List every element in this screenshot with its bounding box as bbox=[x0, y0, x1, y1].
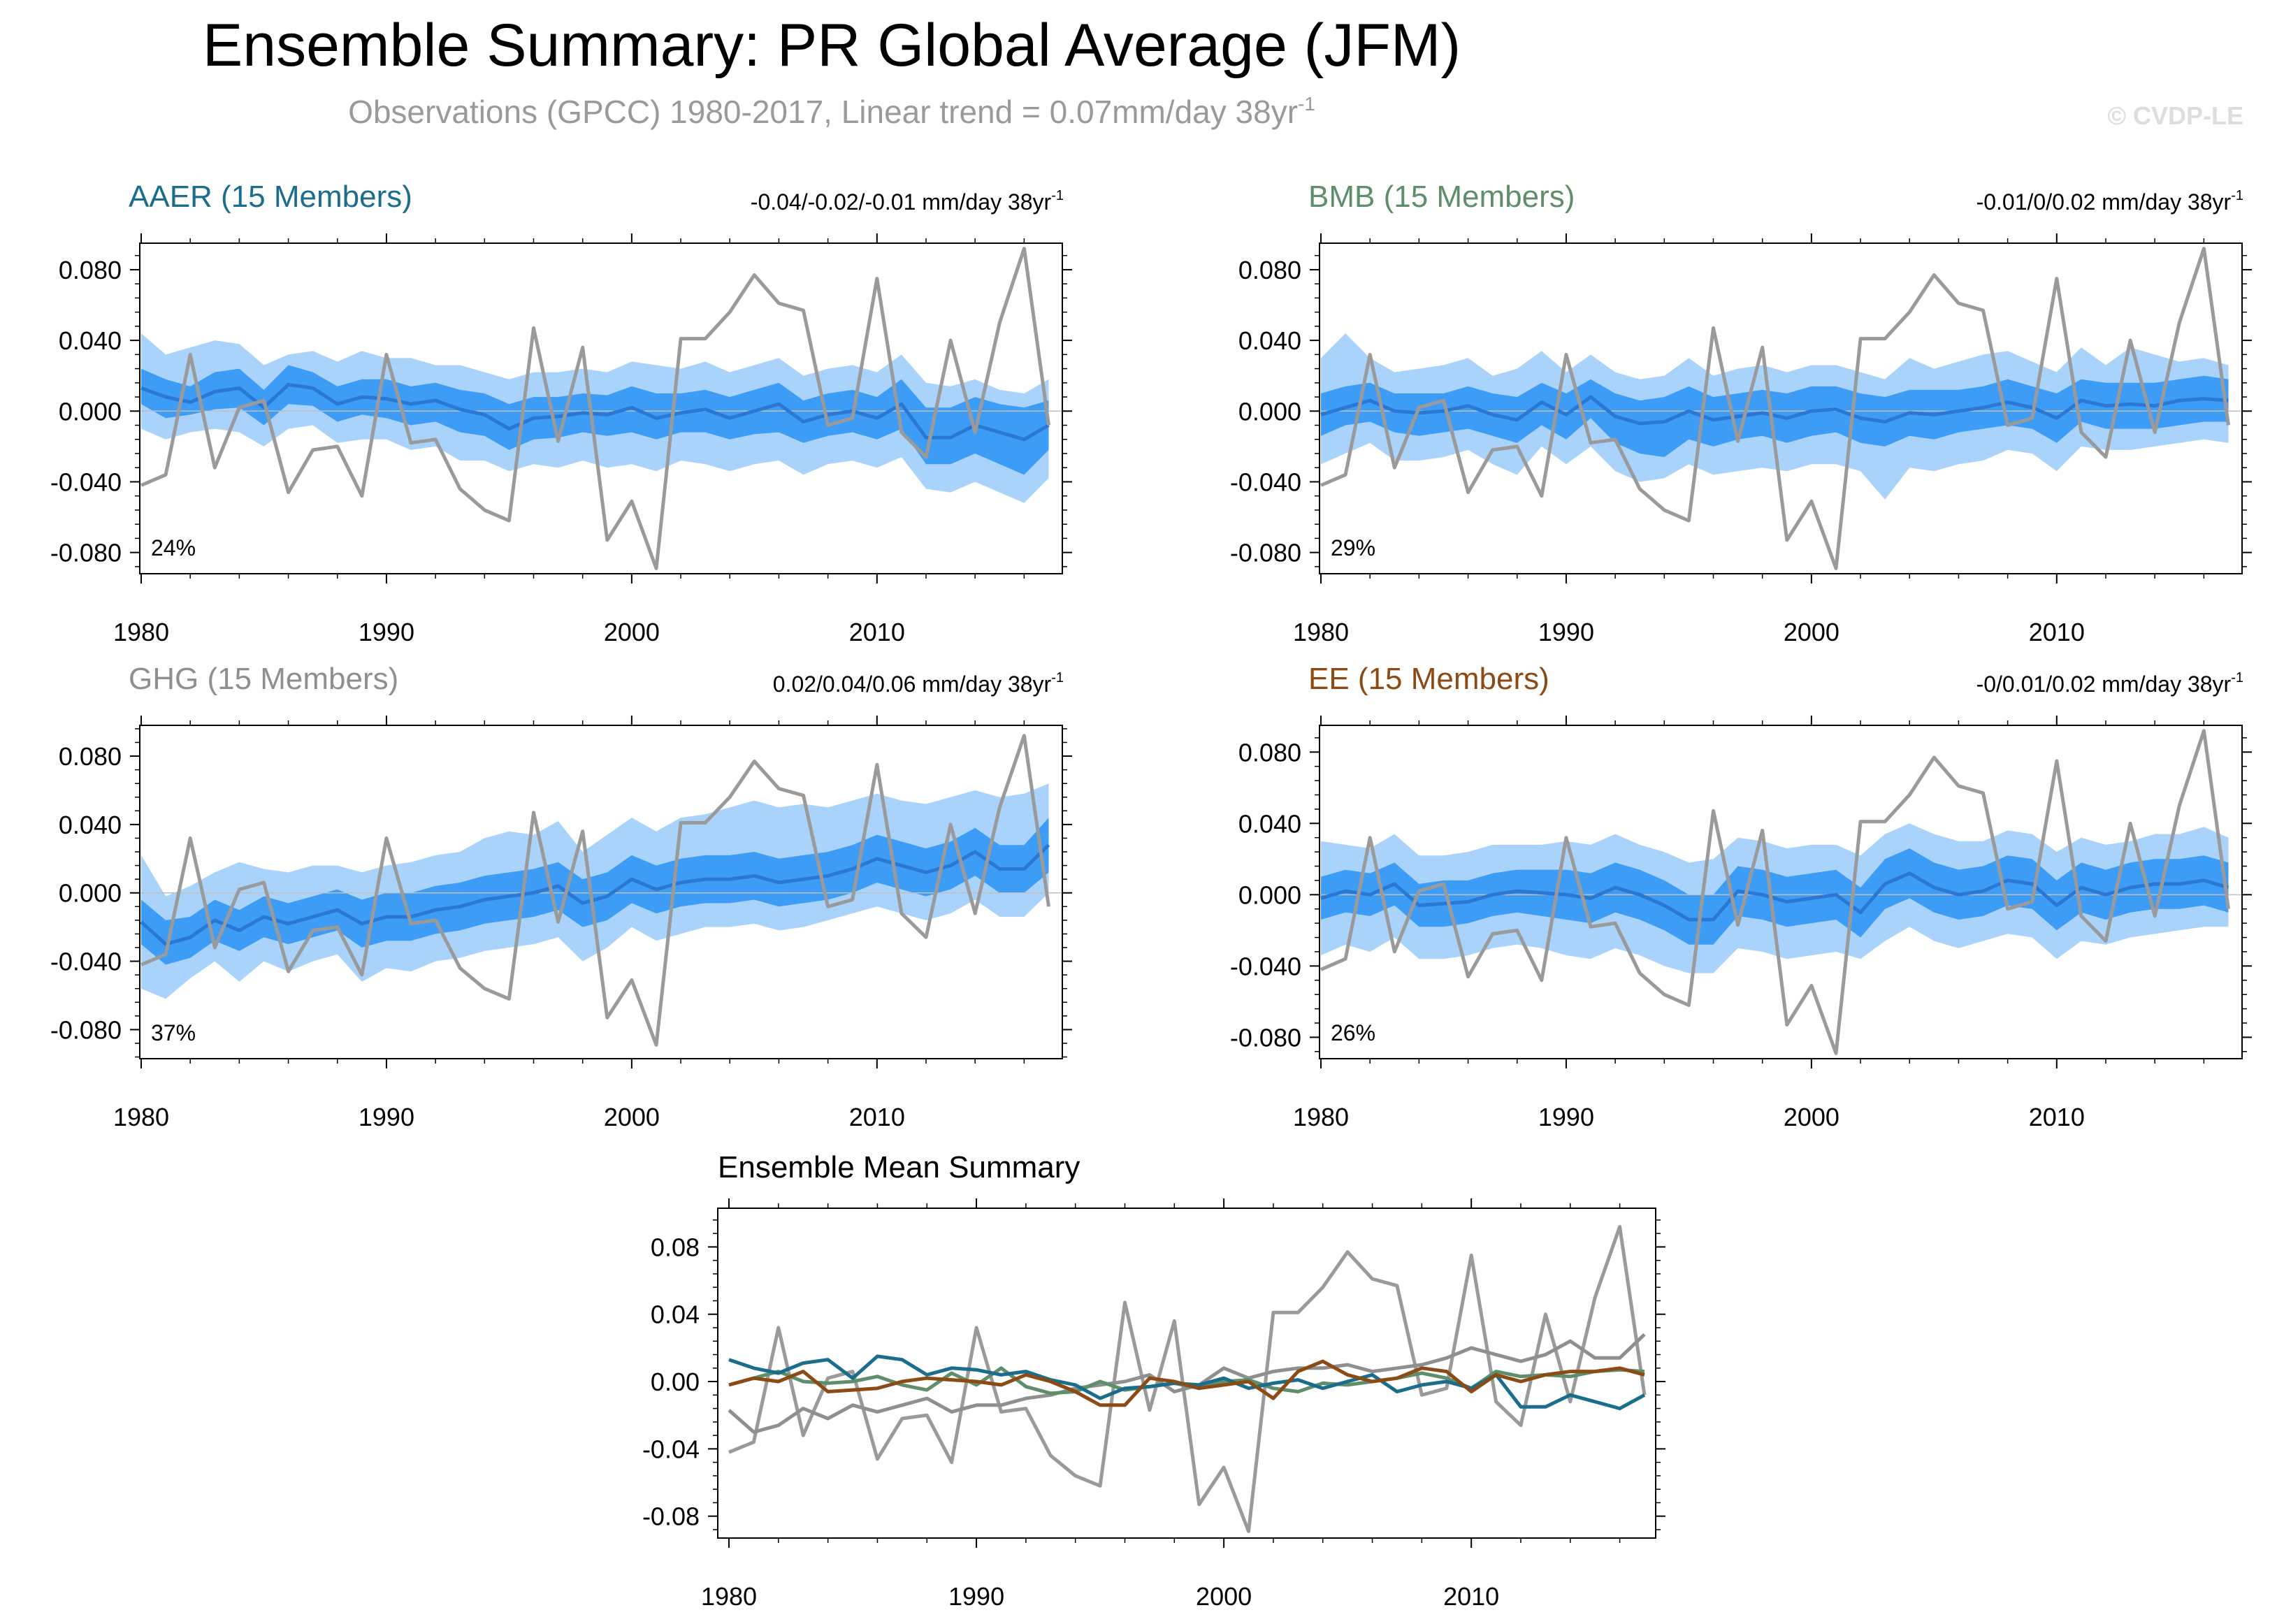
x-tick-label: 2010 bbox=[2029, 1103, 2085, 1131]
y-tick-label: 0.080 bbox=[59, 256, 122, 284]
plot-frame bbox=[1319, 242, 2243, 574]
x-tick-label: 1980 bbox=[1293, 1103, 1349, 1131]
y-tick-label: -0.040 bbox=[1230, 467, 1301, 496]
plot-frame bbox=[1319, 725, 2243, 1059]
x-tick-label: 2010 bbox=[2029, 618, 2085, 646]
summary-mean-ghg bbox=[728, 1333, 1646, 1434]
panel-trend: 0.02/0.04/0.06 mm/day 38yr-1 bbox=[773, 670, 1064, 697]
x-tick-label: 1980 bbox=[113, 618, 169, 646]
y-tick-label: -0.080 bbox=[1230, 1023, 1301, 1052]
panels: 0.080 0.040 0.000 -0.040 -0.080 1980 1990 2000 2… bbox=[50, 180, 2252, 1131]
figure-subtitle: Observations (GPCC) 1980-2017, Linear tr… bbox=[348, 93, 1315, 130]
x-tick-label: 1980 bbox=[113, 1103, 169, 1131]
subtitle-sup: -1 bbox=[1298, 93, 1315, 115]
x-tick-label: 1990 bbox=[359, 618, 414, 646]
trend-text: -0/0.01/0.02 mm/day 38yr bbox=[1976, 672, 2232, 697]
spread-band-inner bbox=[141, 365, 1049, 475]
panel-title: GHG (15 Members) bbox=[129, 662, 398, 696]
y-tick-label: 0.000 bbox=[1238, 880, 1301, 909]
plot-area bbox=[1320, 729, 2242, 1055]
summary-plot-area bbox=[728, 1225, 1647, 1533]
panel-percent: 29% bbox=[1331, 535, 1375, 560]
y-tick-label: 0.000 bbox=[59, 397, 122, 426]
plot-area bbox=[140, 247, 1062, 570]
trend-text: -0.04/-0.02/-0.01 mm/day 38yr bbox=[751, 189, 1052, 215]
y-tick-label: 0.08 bbox=[651, 1233, 700, 1261]
x-tick-label: 2000 bbox=[1784, 618, 1839, 646]
x-tick-label: 2000 bbox=[1196, 1582, 1252, 1611]
observation-line bbox=[1320, 729, 2230, 1055]
observation-line bbox=[1320, 247, 2230, 570]
trend-text: 0.02/0.04/0.06 mm/day 38yr bbox=[773, 672, 1052, 697]
y-tick-label: 0.080 bbox=[1238, 738, 1301, 767]
panel-trend: -0/0.01/0.02 mm/day 38yr-1 bbox=[1976, 670, 2243, 697]
x-tick-label: 2010 bbox=[849, 1103, 905, 1131]
summary-title: Ensemble Mean Summary bbox=[718, 1150, 1080, 1184]
y-tick-label: -0.04 bbox=[642, 1435, 700, 1463]
summary-mean-ee bbox=[728, 1359, 1645, 1407]
x-tick-label: 2000 bbox=[604, 1103, 660, 1131]
trend-sup: -1 bbox=[2231, 670, 2243, 686]
plot-area bbox=[1320, 247, 2242, 570]
x-tick-label: 1990 bbox=[359, 1103, 414, 1131]
y-tick-label: 0.00 bbox=[651, 1368, 700, 1396]
plot-area bbox=[140, 734, 1062, 1047]
y-tick-label: 0.040 bbox=[59, 811, 122, 839]
panel-ee: 0.080 0.040 0.000 -0.040 -0.080 1980 1990 2000 2… bbox=[1230, 662, 2252, 1131]
trend-sup: -1 bbox=[1051, 670, 1064, 686]
panel-percent: 24% bbox=[151, 535, 196, 560]
watermark: © CVDP-LE bbox=[2107, 101, 2243, 130]
trend-sup: -1 bbox=[1051, 188, 1064, 203]
observation-line bbox=[140, 247, 1050, 570]
y-tick-label: 0.040 bbox=[1238, 326, 1301, 355]
x-tick-label: 2010 bbox=[1443, 1582, 1499, 1611]
x-tick-label: 2000 bbox=[1784, 1103, 1839, 1131]
panel-trend: -0.04/-0.02/-0.01 mm/day 38yr-1 bbox=[751, 188, 1064, 215]
panel-bmb: 0.080 0.040 0.000 -0.040 -0.080 1980 1990 2000 2… bbox=[1230, 180, 2252, 646]
panel-title: BMB (15 Members) bbox=[1308, 180, 1575, 214]
panel-ghg: 0.080 0.040 0.000 -0.040 -0.080 1980 1990 2000 2… bbox=[50, 662, 1072, 1131]
y-tick-label: -0.040 bbox=[1230, 952, 1301, 980]
y-tick-label: 0.04 bbox=[651, 1300, 700, 1329]
y-tick-label: -0.08 bbox=[642, 1502, 700, 1531]
subtitle-text: Observations (GPCC) 1980-2017, Linear tr… bbox=[348, 94, 1298, 130]
y-tick-label: 0.040 bbox=[59, 326, 122, 355]
y-tick-label: -0.080 bbox=[50, 539, 122, 567]
y-tick-label: 0.080 bbox=[59, 742, 122, 771]
panel-title: AAER (15 Members) bbox=[129, 180, 412, 214]
x-tick-label: 2000 bbox=[604, 618, 660, 646]
y-tick-label: 0.040 bbox=[1238, 809, 1301, 838]
panel-percent: 37% bbox=[151, 1020, 196, 1045]
plot-frame bbox=[717, 1208, 1656, 1539]
x-tick-label: 1990 bbox=[948, 1582, 1004, 1611]
y-tick-label: -0.080 bbox=[1230, 539, 1301, 567]
plot-frame bbox=[139, 242, 1063, 574]
figure-title: Ensemble Summary: PR Global Average (JFM… bbox=[203, 12, 1461, 79]
x-tick-label: 1990 bbox=[1538, 618, 1594, 646]
y-tick-label: -0.040 bbox=[50, 948, 122, 976]
y-tick-label: -0.080 bbox=[50, 1015, 122, 1044]
spread-band-inner bbox=[141, 818, 1049, 965]
summary-panel: Ensemble Mean Summary 0.08 0.04 0.00 -0.04 -0… bbox=[642, 1150, 1665, 1611]
observation-line bbox=[140, 734, 1050, 1047]
trend-sup: -1 bbox=[2231, 188, 2243, 203]
plot-frame bbox=[139, 725, 1063, 1059]
y-tick-label: 0.000 bbox=[1238, 397, 1301, 426]
x-tick-label: 1980 bbox=[1293, 618, 1349, 646]
x-tick-label: 2010 bbox=[849, 618, 905, 646]
x-tick-label: 1980 bbox=[701, 1582, 757, 1611]
panel-title: EE (15 Members) bbox=[1308, 662, 1549, 696]
x-tick-label: 1990 bbox=[1538, 1103, 1594, 1131]
ensemble-mean-line bbox=[140, 843, 1050, 946]
panel-trend: -0.01/0/0.02 mm/day 38yr-1 bbox=[1976, 188, 2243, 215]
y-tick-label: 0.080 bbox=[1238, 256, 1301, 284]
panel-percent: 26% bbox=[1331, 1020, 1375, 1045]
trend-text: -0.01/0/0.02 mm/day 38yr bbox=[1976, 189, 2232, 215]
panel-aaer: 0.080 0.040 0.000 -0.040 -0.080 1980 1990 2000 2… bbox=[50, 180, 1072, 646]
y-tick-label: 0.000 bbox=[59, 879, 122, 908]
y-tick-label: -0.040 bbox=[50, 467, 122, 496]
